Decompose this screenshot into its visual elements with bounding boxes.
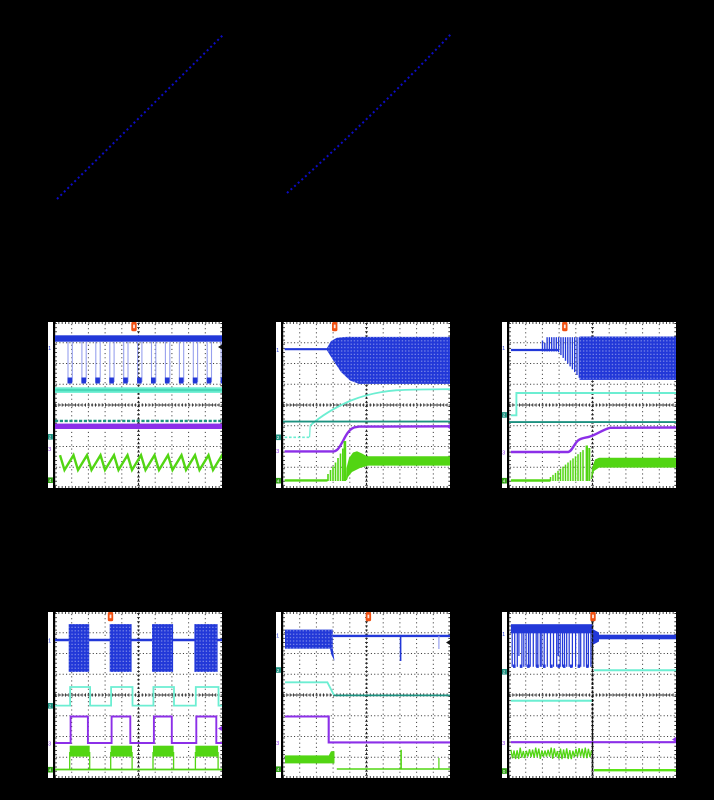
svg-text:2: 2 (49, 704, 52, 709)
svg-text:1: 1 (276, 348, 279, 354)
svg-text:3: 3 (502, 741, 505, 747)
svg-text:3: 3 (48, 742, 51, 748)
svg-text:4: 4 (277, 479, 280, 484)
svg-text:4: 4 (49, 478, 52, 483)
svg-text:1: 1 (502, 632, 505, 638)
svg-text:2: 2 (503, 670, 506, 675)
svg-text:4: 4 (503, 479, 506, 484)
svg-text:3: 3 (276, 449, 279, 455)
svg-text:2: 2 (277, 435, 280, 440)
svg-text:4: 4 (49, 768, 52, 773)
svg-text:3: 3 (276, 741, 279, 747)
svg-text:2: 2 (277, 668, 280, 673)
svg-text:2: 2 (503, 413, 506, 418)
svg-text:1: 1 (276, 634, 279, 640)
svg-text:4: 4 (277, 767, 280, 772)
svg-text:3: 3 (48, 447, 51, 453)
svg-text:2: 2 (49, 435, 52, 440)
svg-text:1: 1 (502, 346, 505, 352)
svg-text:1: 1 (48, 639, 51, 645)
svg-text:0: 0 (503, 769, 506, 774)
svg-text:3: 3 (502, 451, 505, 457)
svg-text:1: 1 (48, 346, 51, 352)
